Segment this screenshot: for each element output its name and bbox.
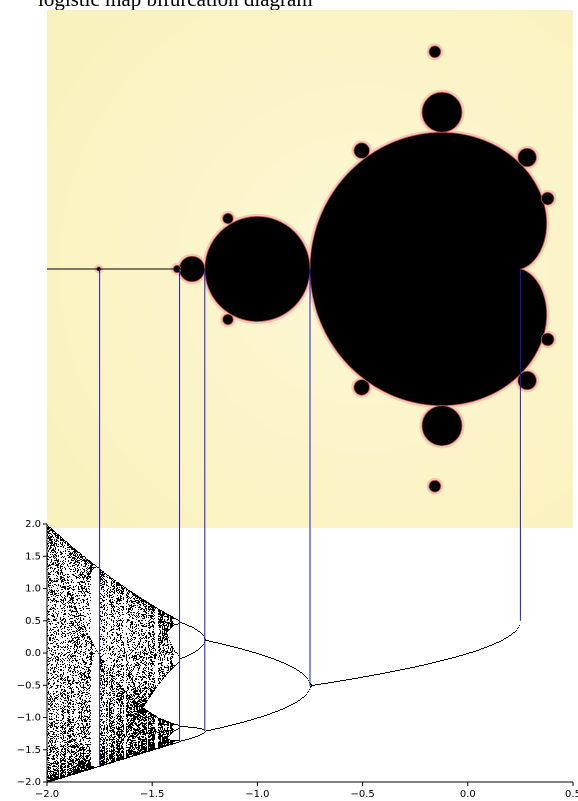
bulb	[422, 92, 462, 132]
bulb	[429, 480, 441, 492]
bulb	[541, 192, 554, 205]
y-tick-label: 0.0	[25, 648, 41, 659]
bulb	[429, 46, 441, 58]
bulb	[205, 216, 310, 321]
plot-area: −2.0 −1.5 −1.0 −0.5 0.0 0.5 1.0 1.5 2.0 −2.0 −1.5 −…	[17, 519, 578, 800]
y-tick-label: −0.5	[17, 680, 41, 691]
x-tick-label: 0.5	[565, 789, 578, 800]
y-tick-label: 0.5	[25, 616, 41, 627]
y-tick-label: −2.0	[17, 777, 41, 788]
y-tick-label: 2.0	[25, 519, 41, 530]
x-tick-label: −0.5	[350, 789, 374, 800]
y-tick-label: −1.5	[17, 745, 41, 756]
y-tick-label: 1.5	[25, 551, 41, 562]
title: logistic map bifurcation diagram	[38, 0, 313, 11]
y-tick-label: 1.0	[25, 584, 41, 595]
page: logistic map bifurcation diagram −2.0 −1.…	[0, 0, 578, 801]
bifurcation-points	[47, 525, 520, 783]
y-tick-label: −1.0	[17, 713, 41, 724]
bulb	[354, 143, 370, 159]
bulb	[223, 213, 234, 224]
x-tick-label: −2.0	[35, 789, 59, 800]
bulb	[223, 314, 234, 325]
bulb	[422, 406, 462, 446]
bulb	[518, 148, 537, 167]
x-tick-label: −1.5	[140, 789, 164, 800]
figure: logistic map bifurcation diagram −2.0 −1.…	[0, 0, 578, 801]
x-tick-label: −1.0	[245, 789, 269, 800]
x-tick-label: 0.0	[460, 789, 476, 800]
bulb	[354, 380, 370, 396]
bulb	[541, 333, 554, 346]
